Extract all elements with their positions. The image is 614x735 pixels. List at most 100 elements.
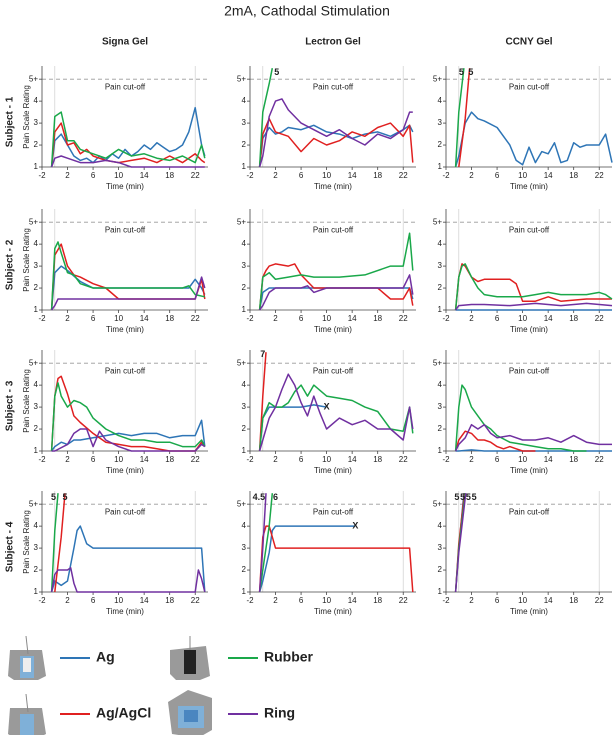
y-tick-label: 2 xyxy=(242,424,247,433)
x-tick-label: -2 xyxy=(442,596,450,605)
series-line xyxy=(50,111,206,168)
x-tick-label: -2 xyxy=(442,171,450,180)
annotation: 5 xyxy=(466,492,471,502)
annotation: 4.5 xyxy=(253,492,266,502)
legend-icons xyxy=(8,635,212,735)
cutoff-label: Pain cut-off xyxy=(105,507,146,516)
x-tick-label: 14 xyxy=(348,171,357,180)
series-line xyxy=(454,384,587,452)
x-tick-label: 6 xyxy=(91,596,96,605)
y-tick-label: 2 xyxy=(242,283,247,292)
y-tick-label: 3 xyxy=(34,118,39,127)
y-tick-label: 2 xyxy=(34,140,39,149)
x-tick-label: 18 xyxy=(373,596,382,605)
y-tick-label: 3 xyxy=(438,261,443,270)
y-tick-label: 5+ xyxy=(29,499,38,508)
y-tick-label: 1 xyxy=(242,446,247,455)
series-line xyxy=(454,68,465,168)
x-tick-label: 18 xyxy=(373,171,382,180)
y-tick-label: 4 xyxy=(242,239,247,248)
x-tick-label: 14 xyxy=(140,596,149,605)
x-tick-label: 22 xyxy=(191,596,200,605)
cutoff-label: Pain cut-off xyxy=(105,366,146,375)
y-axis-label: Pain Scale Rating xyxy=(22,369,31,433)
x-tick-label: -2 xyxy=(246,455,254,464)
series-line xyxy=(50,241,205,311)
y-tick-label: 2 xyxy=(438,424,443,433)
y-tick-label: 3 xyxy=(438,118,443,127)
series-line xyxy=(454,430,536,452)
x-tick-label: 6 xyxy=(495,455,500,464)
x-tick-label: -2 xyxy=(442,314,450,323)
y-tick-label: 1 xyxy=(242,587,247,596)
x-tick-label: -2 xyxy=(442,455,450,464)
cutoff-label: Pain cut-off xyxy=(509,507,550,516)
cutoff-label: Pain cut-off xyxy=(509,225,550,234)
y-tick-label: 3 xyxy=(438,402,443,411)
cutoff-label: Pain cut-off xyxy=(509,366,550,375)
row-label: Subject - 3 xyxy=(5,380,16,431)
y-tick-label: 5+ xyxy=(433,74,442,83)
x-tick-label: 18 xyxy=(569,171,578,180)
y-tick-label: 5+ xyxy=(237,499,246,508)
legend-label: Ring xyxy=(264,705,295,721)
y-tick-label: 2 xyxy=(242,140,247,149)
series-line xyxy=(258,525,414,593)
x-tick-label: 10 xyxy=(322,596,331,605)
x-tick-label: 22 xyxy=(191,314,200,323)
x-tick-label: 6 xyxy=(299,171,304,180)
row-label: Subject - 1 xyxy=(5,96,16,147)
row-label: Subject - 2 xyxy=(5,239,16,290)
annotation: X xyxy=(352,521,358,531)
x-tick-label: 18 xyxy=(165,171,174,180)
y-tick-label: 4 xyxy=(242,521,247,530)
cutoff-label: Pain cut-off xyxy=(105,225,146,234)
x-tick-label: 10 xyxy=(322,455,331,464)
series-line xyxy=(258,493,267,593)
y-tick-label: 5+ xyxy=(433,358,442,367)
y-axis-label: Pain Scale Rating xyxy=(22,85,31,149)
y-tick-label: 5+ xyxy=(29,358,38,367)
y-tick-label: 5+ xyxy=(433,499,442,508)
x-tick-label: 14 xyxy=(544,596,553,605)
series-line xyxy=(258,68,274,168)
y-tick-label: 4 xyxy=(34,96,39,105)
x-tick-label: 2 xyxy=(65,596,70,605)
x-tick-label: 18 xyxy=(165,314,174,323)
annotation: 7 xyxy=(260,349,265,359)
y-tick-label: 4 xyxy=(34,521,39,530)
y-tick-label: 4 xyxy=(242,380,247,389)
series-line xyxy=(50,155,205,168)
y-tick-label: 4 xyxy=(438,521,443,530)
y-tick-label: 1 xyxy=(438,162,443,171)
x-axis-label: Time (min) xyxy=(510,325,548,334)
legend-label: Ag xyxy=(96,649,115,665)
x-tick-label: 2 xyxy=(273,455,278,464)
x-tick-label: 14 xyxy=(348,314,357,323)
x-tick-label: 2 xyxy=(469,455,474,464)
y-tick-label: 3 xyxy=(242,402,247,411)
annotation: 6 xyxy=(273,492,278,502)
x-tick-label: 14 xyxy=(348,596,357,605)
x-tick-label: 10 xyxy=(322,171,331,180)
series-line xyxy=(51,428,206,452)
annotation: 5 xyxy=(274,67,279,77)
annotation: 5 xyxy=(460,492,465,502)
x-tick-label: 2 xyxy=(273,171,278,180)
series-line xyxy=(454,263,613,311)
series-line xyxy=(258,373,414,452)
x-tick-label: -2 xyxy=(38,455,46,464)
x-tick-label: 10 xyxy=(114,455,123,464)
x-tick-label: 10 xyxy=(114,171,123,180)
x-tick-label: 14 xyxy=(348,455,357,464)
annotation: 5 xyxy=(454,492,459,502)
series-line xyxy=(50,106,206,168)
y-tick-label: 4 xyxy=(438,96,443,105)
x-axis-label: Time (min) xyxy=(314,325,352,334)
x-tick-label: 18 xyxy=(569,596,578,605)
cutoff-label: Pain cut-off xyxy=(105,82,146,91)
x-tick-label: 14 xyxy=(544,314,553,323)
x-tick-label: -2 xyxy=(38,596,46,605)
x-tick-label: 18 xyxy=(165,455,174,464)
series-line xyxy=(50,382,206,452)
